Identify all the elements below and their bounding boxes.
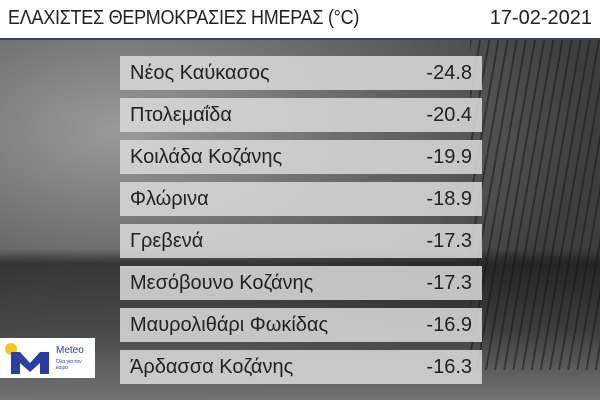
temperature-value: -16.3 (426, 355, 472, 378)
station-name: Φλώρινα (130, 187, 209, 210)
station-name: Πτολεμαΐδα (130, 103, 232, 126)
header: ΕΛΑΧΙΣΤΕΣ ΘΕΡΜΟΚΡΑΣΙΕΣ ΗΜΕΡΑΣ (°C) 17-02… (0, 0, 600, 40)
station-name: Νέος Καύκασος (130, 61, 270, 84)
temperature-value: -17.3 (426, 271, 472, 294)
temperature-value: -20.4 (426, 103, 472, 126)
list-item: Κοιλάδα Κοζάνης -19.9 (120, 140, 482, 174)
station-name: Γρεβενά (130, 229, 204, 252)
temperature-value: -24.8 (426, 61, 472, 84)
list-item: Μεσόβουνο Κοζάνης -17.3 (120, 266, 482, 300)
list-item: Άρδασσα Κοζάνης -16.3 (120, 350, 482, 384)
list-item: Νέος Καύκασος -24.8 (120, 56, 482, 90)
station-name: Κοιλάδα Κοζάνης (130, 145, 283, 168)
m-logo-icon (11, 352, 49, 374)
meteo-logo: Meteo Όλα για τον καιρό (0, 338, 95, 378)
list-item: Μαυρολιθάρι Φωκίδας -16.9 (120, 308, 482, 342)
list-item: Πτολεμαΐδα -20.4 (120, 98, 482, 132)
temperature-value: -16.9 (426, 313, 472, 336)
list-item: Γρεβενά -17.3 (120, 224, 482, 258)
date-label: 17-02-2021 (489, 7, 592, 29)
logo-brand: Meteo (56, 345, 84, 356)
station-name: Μεσόβουνο Κοζάνης (130, 271, 314, 294)
list-item: Φλώρινα -18.9 (120, 182, 482, 216)
temperature-value: -17.3 (426, 229, 472, 252)
temperature-list: Νέος Καύκασος -24.8 Πτολεμαΐδα -20.4 Κοιλά… (120, 56, 482, 392)
temperature-value: -18.9 (426, 187, 472, 210)
page-title: ΕΛΑΧΙΣΤΕΣ ΘΕΡΜΟΚΡΑΣΙΕΣ ΗΜΕΡΑΣ (°C) (8, 7, 360, 29)
station-name: Μαυρολιθάρι Φωκίδας (130, 313, 329, 336)
logo-slogan: Όλα για τον καιρό (56, 359, 82, 371)
trees-photo-detail (470, 40, 600, 370)
temperature-value: -19.9 (426, 145, 472, 168)
station-name: Άρδασσα Κοζάνης (130, 355, 294, 378)
